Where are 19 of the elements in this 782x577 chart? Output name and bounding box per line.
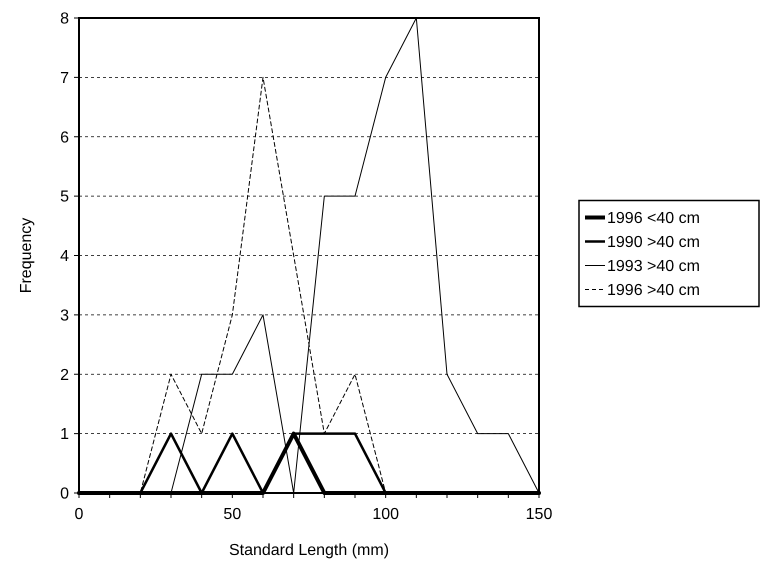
legend-label: 1990 >40 cm	[607, 234, 700, 252]
x-tick-label: 50	[223, 506, 242, 523]
y-tick-label: 4	[60, 248, 70, 266]
x-axis-title: Standard Length (mm)	[228, 542, 390, 559]
y-tick-label: 3	[60, 307, 70, 324]
y-tick-label: 0	[60, 486, 70, 503]
y-tick-label: 2	[60, 366, 70, 384]
legend-label: 1996 >40 cm	[607, 282, 700, 300]
y-axis-title: Frequency	[18, 218, 35, 294]
y-tick-label: 8	[60, 10, 70, 28]
legend-label: 1993 >40 cm	[607, 258, 700, 276]
legend-label: 1996 <40 cm	[607, 210, 700, 228]
x-tick-label: 100	[372, 506, 400, 523]
x-tick-label: 150	[526, 506, 552, 523]
y-tick-label: 1	[60, 426, 70, 444]
x-tick-label: 0	[74, 506, 84, 523]
y-tick-label: 7	[60, 70, 70, 87]
y-tick-label: 5	[60, 188, 70, 206]
y-tick-label: 6	[60, 129, 70, 146]
